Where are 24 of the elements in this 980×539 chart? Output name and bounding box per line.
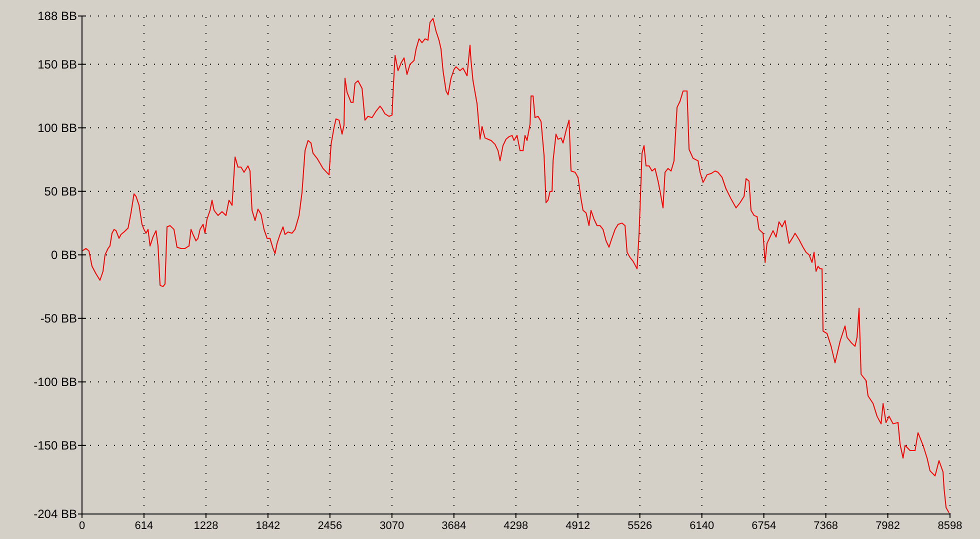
y-tick-label: 0 BB (50, 248, 77, 262)
y-tick-label: -204 BB (34, 507, 77, 522)
x-tick-label: 0 (78, 520, 86, 532)
x-tick-label: 1228 (194, 520, 218, 532)
x-tick-label: 3684 (442, 520, 466, 532)
x-tick-label: 5526 (628, 520, 652, 532)
y-tick-label: -150 BB (34, 438, 77, 453)
y-tick-label: 100 BB (38, 120, 77, 135)
x-tick-label: 4298 (504, 520, 528, 532)
x-tick-label: 7368 (814, 520, 838, 532)
y-tick-label: 50 BB (44, 184, 77, 199)
x-tick-label: 8598 (938, 520, 962, 532)
y-tick-label: 150 BB (38, 57, 77, 72)
x-tick-label: 6754 (752, 520, 776, 532)
x-tick-label: 2456 (318, 520, 342, 532)
x-tick-label: 614 (134, 520, 154, 532)
x-tick-label: 4912 (566, 520, 590, 532)
x-tick-label: 6140 (690, 520, 714, 532)
x-tick-label: 3070 (380, 520, 404, 532)
x-tick-label: 1842 (256, 520, 280, 532)
y-tick-label: 188 BB (38, 9, 77, 24)
y-tick-label: -100 BB (34, 375, 77, 390)
x-tick-label: 7982 (876, 520, 900, 532)
y-tick-label: -50 BB (40, 312, 77, 326)
